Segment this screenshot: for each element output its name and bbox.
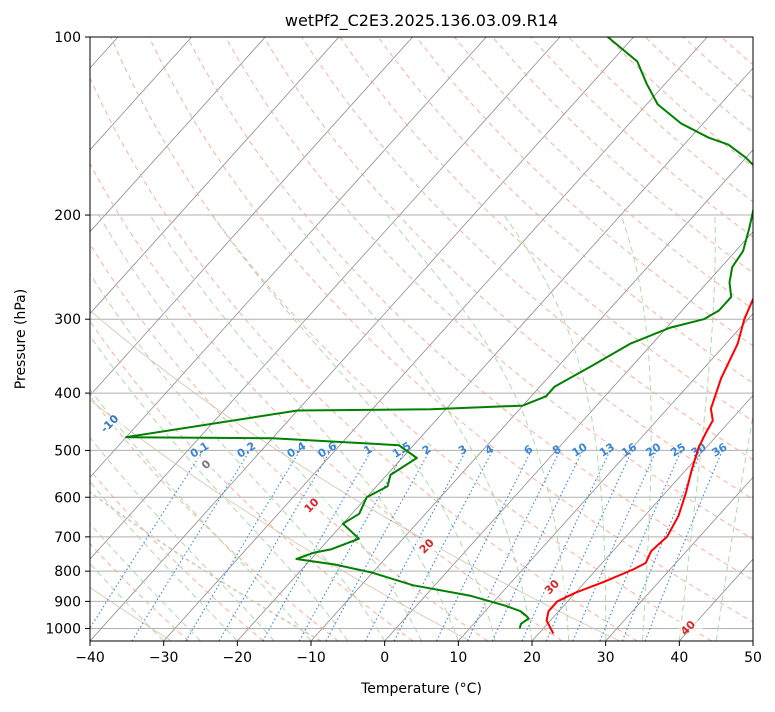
x-tick-label: 40 <box>670 650 688 666</box>
x-tick-label: 10 <box>449 650 467 666</box>
y-tick-label: 900 <box>54 594 81 610</box>
y-tick-label: 800 <box>54 564 81 580</box>
y-tick-label: 200 <box>54 208 81 224</box>
y-tick-label: 600 <box>54 490 81 506</box>
y-tick-label: 400 <box>54 386 81 402</box>
chart-title: wetPf2_C2E3.2025.136.03.09.R14 <box>285 11 558 31</box>
y-tick-label: 300 <box>54 312 81 328</box>
x-tick-label: −20 <box>223 650 253 666</box>
x-tick-label: 30 <box>597 650 615 666</box>
y-tick-label: 700 <box>54 530 81 546</box>
y-tick-label: 100 <box>54 30 81 46</box>
y-tick-label: 1000 <box>45 621 81 637</box>
x-axis-label: Temperature (°C) <box>360 681 482 697</box>
x-tick-label: −30 <box>149 650 179 666</box>
x-tick-label: 0 <box>380 650 389 666</box>
x-tick-label: −10 <box>296 650 326 666</box>
x-tick-label: 50 <box>744 650 762 666</box>
x-tick-label: −40 <box>75 650 105 666</box>
y-tick-label: 500 <box>54 443 81 459</box>
x-tick-label: 20 <box>523 650 541 666</box>
y-axis-label: Pressure (hPa) <box>13 289 29 389</box>
